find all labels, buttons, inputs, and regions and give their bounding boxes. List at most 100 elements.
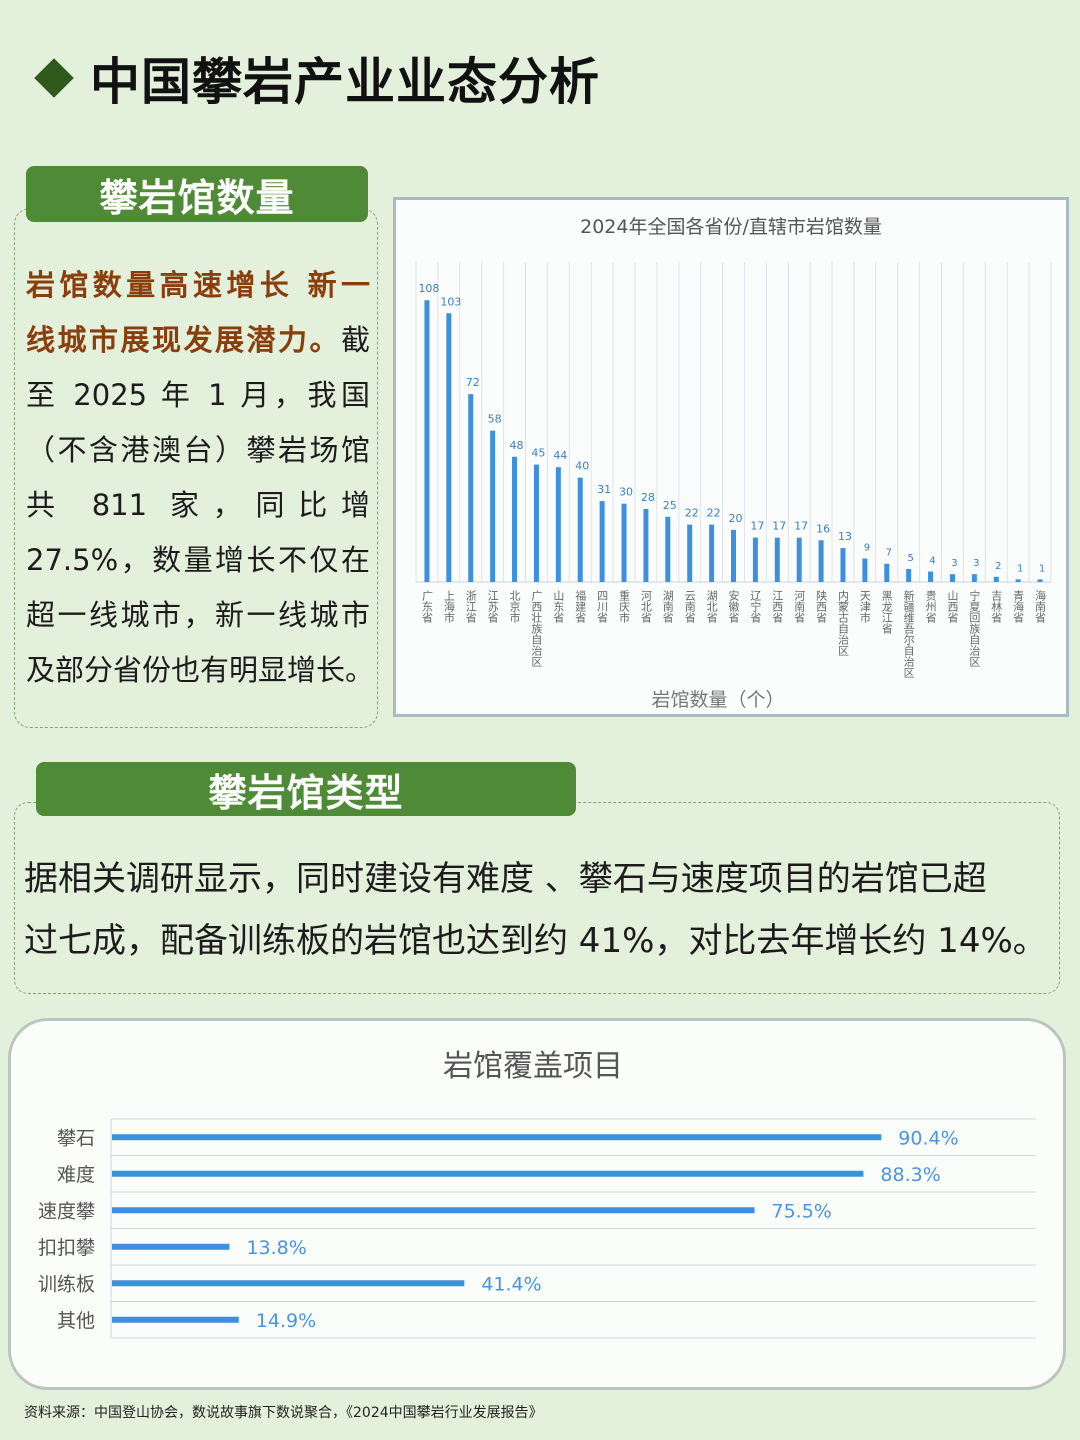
- para-line-5: 超一线城市，新一线城市: [26, 598, 370, 632]
- bar: [643, 508, 649, 582]
- category-label: 安徽省: [727, 589, 740, 624]
- chart-axis-label: 岩馆数量（个）: [651, 689, 784, 711]
- bar-value-label: 2: [995, 561, 1001, 572]
- bar: [468, 394, 474, 582]
- page-title: 中国攀岩产业业态分析: [90, 53, 600, 111]
- bar-value-label: 22: [707, 507, 721, 520]
- category-label: 宁夏回族自治区: [968, 589, 981, 667]
- bar-value-label: 17: [772, 520, 786, 533]
- bar: [993, 576, 999, 582]
- category-label: 内蒙古自治区: [836, 589, 849, 656]
- bar: [555, 467, 561, 582]
- bar-value-label: 28: [641, 491, 655, 504]
- title-row: 中国攀岩产业业态分析: [30, 42, 600, 114]
- category-label: 湖南省: [661, 590, 674, 624]
- category-label: 河北省: [639, 590, 652, 624]
- bar: [533, 464, 539, 582]
- bar-value-label: 108: [418, 282, 439, 295]
- bar: [621, 503, 627, 582]
- category-label: 其他: [57, 1310, 95, 1332]
- bar: [906, 568, 912, 582]
- section2-paragraph: 据相关调研显示，同时建设有难度 、攀石与速度项目的岩馆已超 过七成，配备训练板的…: [24, 848, 1064, 972]
- bar: [774, 537, 780, 582]
- bar-value-label: 22: [685, 507, 699, 520]
- chart-title: 岩馆覆盖项目: [443, 1049, 623, 1084]
- category-label: 广西壮族自治区: [530, 590, 543, 667]
- bar-value-label: 90.4%: [898, 1127, 958, 1149]
- category-label: 难度: [57, 1164, 95, 1186]
- category-label: 黑龙江省: [880, 590, 893, 635]
- bar-value-label: 9: [864, 543, 870, 554]
- category-label: 浙江省: [464, 590, 477, 624]
- coverage-bar-chart: 岩馆覆盖项目 90.4% 攀石 88.3% 难度 75.5% 速度攀 13.8% 扣扣攀 41.…: [38, 1049, 1036, 1339]
- para2-line-2: 过七成，配备训练板的岩馆也达到约 41%，对比去年增长约 14%。: [24, 921, 1047, 961]
- category-label: 扣扣攀: [38, 1237, 95, 1259]
- bar: [112, 1170, 864, 1177]
- category-label: 海南省: [1034, 589, 1047, 624]
- category-label: 青海省: [1012, 590, 1025, 624]
- bar: [971, 574, 977, 582]
- bar-value-label: 16: [816, 522, 830, 535]
- para-line-1: 至 2025 年 1 月，我国: [26, 378, 370, 412]
- bar-value-label: 75.5%: [772, 1200, 832, 1222]
- bar-value-label: 25: [663, 499, 677, 512]
- bar: [796, 537, 802, 582]
- para-line-4: 27.5%，数量增长不仅在: [26, 543, 370, 577]
- bar-value-label: 3: [973, 558, 979, 569]
- bar: [112, 1280, 465, 1287]
- category-label: 湖北省: [705, 590, 718, 624]
- bar-value-label: 1: [1017, 563, 1023, 574]
- category-label: 攀石: [57, 1127, 95, 1149]
- bar: [928, 571, 934, 582]
- bar-value-label: 14.9%: [256, 1310, 316, 1332]
- bar-value-label: 88.3%: [880, 1164, 940, 1186]
- bar: [112, 1243, 230, 1250]
- section1-paragraph: 岩馆数量高速增长 新一 线城市展现发展潜力。截 至 2025 年 1 月，我国 …: [26, 258, 375, 698]
- para-line-3: 共 811 家，同比增: [26, 488, 370, 522]
- province-bar-chart: 2024年全国各省份/直辖市岩馆数量 岩馆数量（个） 1081037258484…: [415, 216, 1052, 711]
- chart-title: 2024年全国各省份/直辖市岩馆数量: [580, 216, 882, 238]
- category-label: 重庆市: [618, 589, 631, 624]
- category-label: 天津市: [858, 590, 871, 624]
- bar: [112, 1316, 239, 1323]
- bar: [949, 574, 955, 582]
- section2-tab: 攀岩馆类型: [36, 762, 576, 816]
- bar-value-label: 13.8%: [246, 1237, 306, 1259]
- bar-value-label: 44: [553, 449, 567, 462]
- bar: [599, 501, 605, 582]
- bar-value-label: 13: [838, 530, 852, 543]
- highlight-line-1: 岩馆数量高速增长 新一: [26, 268, 370, 302]
- highlight-line-2-wrap: 线城市展现发展潜力。截: [26, 313, 370, 368]
- category-label: 新疆维吾尔自治区: [902, 589, 915, 678]
- category-label: 辽宁省: [749, 590, 762, 624]
- category-label: 山西省: [946, 590, 959, 624]
- bar-value-label: 7: [886, 548, 892, 559]
- source-note: 资料来源：中国登山协会，数说故事旗下数说聚合，《2024中国攀岩行业发展报告》: [24, 1405, 543, 1421]
- bar-value-label: 17: [794, 520, 808, 533]
- category-label: 河南省: [793, 590, 806, 624]
- bar: [490, 430, 496, 582]
- bar: [709, 524, 715, 582]
- highlight-line-2: 线城市展现发展潜力。: [26, 323, 341, 357]
- para2-line-1: 据相关调研显示，同时建设有难度 、攀石与速度项目的岩馆已超: [24, 859, 987, 899]
- category-label: 云南省: [683, 590, 696, 624]
- category-label: 广东省: [420, 590, 433, 624]
- bar-value-label: 103: [440, 295, 461, 308]
- bar-value-label: 4: [929, 556, 935, 567]
- category-label: 江西省: [771, 590, 784, 624]
- bar-value-label: 31: [597, 483, 611, 496]
- bar: [752, 537, 758, 582]
- bar-value-label: 41.4%: [481, 1273, 541, 1295]
- bar: [577, 477, 583, 582]
- category-label: 山东省: [552, 590, 565, 624]
- diamond-bullet-icon: [34, 58, 74, 98]
- bar: [862, 558, 868, 582]
- bar: [1015, 579, 1021, 582]
- category-label: 吉林省: [990, 590, 1003, 624]
- bar: [424, 300, 430, 582]
- para-line-6: 及部分省份也有明显增长。: [26, 653, 375, 687]
- bar-value-label: 48: [510, 439, 524, 452]
- bar-value-label: 40: [575, 460, 589, 473]
- category-label: 四川省: [596, 590, 609, 624]
- bar: [884, 563, 890, 582]
